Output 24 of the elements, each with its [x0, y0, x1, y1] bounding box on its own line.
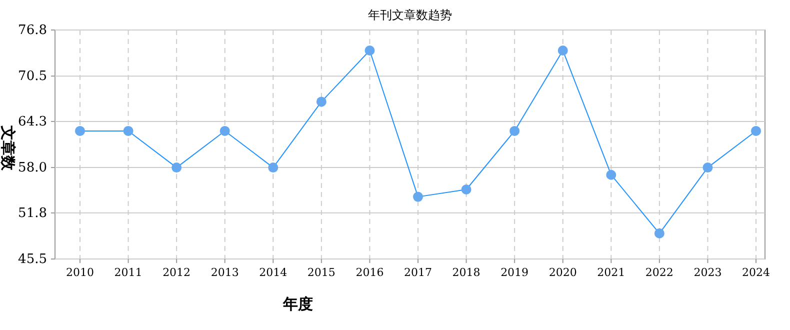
x-tick-label: 2018: [452, 266, 480, 279]
x-tick-label: 2023: [694, 266, 722, 279]
x-tick-label: 2022: [645, 266, 674, 279]
x-tick-label: 2014: [259, 266, 288, 279]
x-tick-label: 2015: [307, 266, 336, 279]
x-tick-label: 2021: [597, 266, 626, 279]
x-tick-label: 2020: [548, 266, 577, 279]
y-axis-title: 文章数: [0, 124, 17, 172]
x-tick-label: 2012: [162, 266, 191, 279]
y-tick-label: 45.5: [18, 252, 47, 267]
x-tick-label: 2013: [210, 266, 239, 279]
y-tick-label: 58.0: [18, 160, 47, 176]
x-tick-label: 2011: [114, 266, 142, 279]
x-axis-title: 年度: [282, 295, 313, 313]
x-tick-label: 2016: [356, 266, 384, 279]
chart-title: 年刊文章数趋势: [368, 8, 452, 22]
x-tick-label: 2017: [404, 266, 432, 279]
y-tick-label: 64.3: [18, 114, 47, 130]
x-tick-label: 2019: [500, 266, 529, 279]
x-tick-label: 2010: [66, 266, 94, 279]
x-tick-label: 2024: [742, 266, 770, 279]
y-tick-label: 51.8: [18, 206, 47, 221]
y-tick-label: 76.8: [18, 23, 47, 38]
y-tick-label: 70.5: [18, 69, 47, 84]
